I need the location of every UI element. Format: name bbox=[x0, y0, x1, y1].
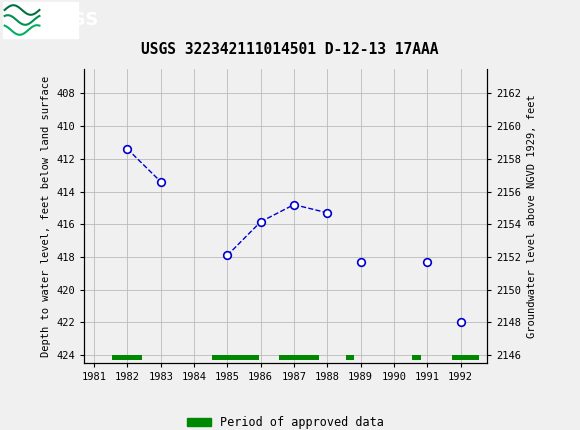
Bar bbox=[279, 355, 319, 360]
Y-axis label: Groundwater level above NGVD 1929, feet: Groundwater level above NGVD 1929, feet bbox=[527, 94, 536, 338]
Legend: Period of approved data: Period of approved data bbox=[183, 412, 389, 430]
Bar bbox=[212, 355, 259, 360]
Bar bbox=[113, 355, 143, 360]
Bar bbox=[412, 355, 420, 360]
Bar bbox=[452, 355, 479, 360]
Y-axis label: Depth to water level, feet below land surface: Depth to water level, feet below land su… bbox=[41, 75, 51, 357]
Text: USGS 322342111014501 D-12-13 17AAA: USGS 322342111014501 D-12-13 17AAA bbox=[142, 42, 438, 57]
Bar bbox=[346, 355, 354, 360]
Bar bbox=[3, 2, 78, 38]
Text: USGS: USGS bbox=[44, 11, 99, 29]
